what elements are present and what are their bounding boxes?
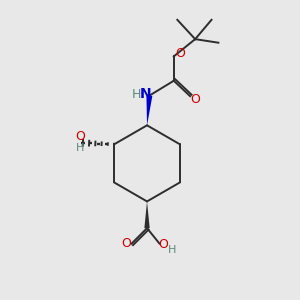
Text: H: H — [76, 143, 85, 153]
Text: H: H — [132, 88, 142, 100]
Text: O: O — [190, 93, 200, 106]
Polygon shape — [144, 201, 150, 228]
Text: O: O — [76, 130, 85, 143]
Text: H: H — [168, 245, 176, 255]
Text: O: O — [121, 237, 131, 250]
Text: N: N — [140, 87, 152, 101]
Text: O: O — [176, 47, 185, 61]
Polygon shape — [146, 95, 152, 125]
Text: O: O — [158, 238, 168, 251]
